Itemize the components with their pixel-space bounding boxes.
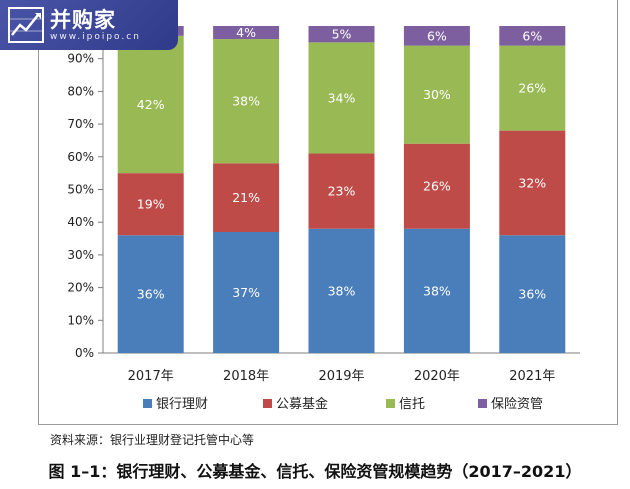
legend-label: 信托 xyxy=(399,397,425,412)
data-label: 21% xyxy=(232,190,260,205)
data-label: 26% xyxy=(423,179,451,194)
x-tick-label: 2018年 xyxy=(223,369,269,384)
x-tick-label: 2020年 xyxy=(414,369,460,384)
bar-segment xyxy=(403,143,470,229)
y-tick-label: 40% xyxy=(67,215,94,229)
watermark-title: 并购家 xyxy=(50,7,116,32)
data-label: 30% xyxy=(423,87,451,102)
data-label: 23% xyxy=(328,184,356,199)
bar-segment xyxy=(499,235,566,353)
y-tick-label: 90% xyxy=(67,52,94,66)
x-tick-label: 2019年 xyxy=(318,369,364,384)
data-label: 38% xyxy=(328,283,356,298)
data-label: 34% xyxy=(328,90,356,105)
source-note: 资料来源：银行业理财登记托管中心等 xyxy=(50,433,255,447)
legend-label: 公募基金 xyxy=(276,396,328,412)
legend-swatch xyxy=(143,399,152,408)
data-label: 42% xyxy=(137,97,165,112)
legend-swatch xyxy=(386,399,395,408)
data-label: 4% xyxy=(236,25,256,40)
bar-segment xyxy=(308,26,375,43)
legend-label: 银行理财 xyxy=(156,397,208,412)
legend-swatch xyxy=(263,399,272,408)
y-tick-label: 0% xyxy=(75,346,94,360)
bar-segment xyxy=(117,35,184,174)
y-tick-label: 50% xyxy=(67,183,94,197)
figure-caption: 图 1–1：银行理财、公募基金、信托、保险资管规模趋势（2017–2021） xyxy=(48,462,582,481)
y-tick-label: 10% xyxy=(67,313,94,327)
data-label: 36% xyxy=(518,287,546,302)
y-tick-label: 20% xyxy=(67,281,94,295)
bar-segment xyxy=(499,130,566,236)
data-label: 19% xyxy=(137,197,165,212)
legend-swatch xyxy=(478,399,487,408)
bar-segment xyxy=(403,26,470,46)
bar-segment xyxy=(499,26,566,46)
bar-segment xyxy=(403,45,470,144)
y-tick-label: 60% xyxy=(67,150,94,164)
y-tick-label: 30% xyxy=(67,248,94,262)
data-label: 5% xyxy=(332,27,352,42)
bar-segment xyxy=(213,163,280,233)
x-tick-label: 2021年 xyxy=(509,369,555,384)
data-label: 37% xyxy=(232,285,260,300)
bar-segment xyxy=(308,153,375,229)
data-label: 32% xyxy=(518,175,546,190)
bar-segment xyxy=(213,232,280,353)
data-label: 38% xyxy=(232,94,260,109)
data-label: 26% xyxy=(518,81,546,96)
data-label: 6% xyxy=(522,28,542,43)
y-tick-label: 70% xyxy=(67,117,94,131)
bar-segment xyxy=(499,45,566,131)
watermark-url: www.ipoipo.cn xyxy=(50,31,141,42)
watermark-banner: 并购家 www.ipoipo.cn xyxy=(0,0,178,50)
y-tick-label: 80% xyxy=(67,84,94,98)
legend-label: 保险资管 xyxy=(491,397,543,412)
bar-segment xyxy=(117,235,184,353)
data-label: 6% xyxy=(427,28,447,43)
bar-segment xyxy=(308,228,375,353)
bar-segment xyxy=(213,26,280,40)
stacked-bar-chart: 0% 10% 20% 30% 40% 50% 60% 70% 80% 90% 36% 19% 42% 20… xyxy=(67,6,580,412)
chart-logo-icon xyxy=(8,7,44,43)
bar-segment xyxy=(213,39,280,164)
bar-segment xyxy=(308,42,375,154)
data-label: 38% xyxy=(423,283,451,298)
bar-segment xyxy=(403,228,470,353)
bar-segment xyxy=(117,173,184,236)
data-label: 36% xyxy=(137,287,165,302)
x-tick-label: 2017年 xyxy=(128,369,174,384)
